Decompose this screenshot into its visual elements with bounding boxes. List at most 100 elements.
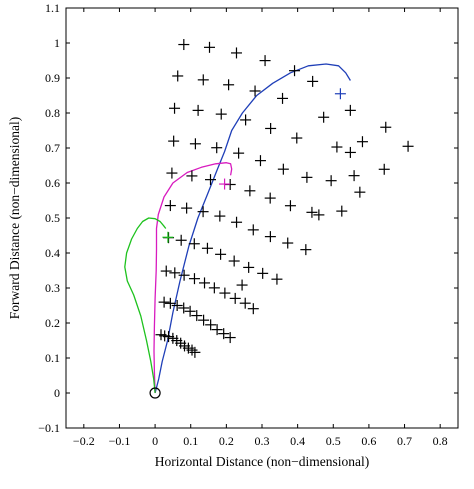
- grid-point: [215, 248, 227, 260]
- grid-point: [223, 79, 235, 91]
- grid-point: [291, 132, 303, 144]
- target-grid: [155, 39, 414, 358]
- grid-point: [233, 147, 245, 159]
- grid-point: [313, 209, 325, 221]
- grid-point: [289, 65, 301, 77]
- grid-point: [214, 210, 226, 222]
- grid-point: [264, 231, 276, 243]
- grid-point: [402, 140, 414, 152]
- x-tick-label: 0.4: [290, 434, 305, 448]
- x-tick-label: 0.1: [183, 434, 198, 448]
- grid-point: [168, 135, 180, 147]
- grid-point: [166, 167, 178, 179]
- trajectory-line: [153, 162, 233, 394]
- grid-point: [239, 297, 251, 309]
- grid-point: [229, 292, 241, 304]
- grid-point: [181, 202, 193, 214]
- grid-point: [178, 39, 190, 51]
- grid-point: [318, 111, 330, 123]
- grid-point: [188, 273, 200, 285]
- grid-point: [184, 305, 196, 317]
- x-tick-label: 0.3: [255, 434, 270, 448]
- grid-point: [236, 279, 248, 291]
- trajectories: [124, 63, 351, 394]
- grid-point: [300, 244, 312, 256]
- grid-point: [197, 74, 209, 86]
- grid-point: [243, 261, 255, 273]
- grid-point: [265, 122, 277, 134]
- grid-point: [257, 267, 269, 279]
- grid-point: [204, 41, 216, 53]
- grid-point: [224, 332, 236, 344]
- grid-point: [348, 170, 360, 182]
- grid-point: [336, 205, 348, 217]
- grid-point: [211, 324, 223, 336]
- grid-point: [163, 331, 175, 343]
- grid-point: [189, 346, 201, 358]
- grid-point: [344, 146, 356, 158]
- y-tick-label: 0.6: [45, 176, 60, 190]
- x-tick-label: 0.2: [219, 434, 234, 448]
- grid-point: [344, 104, 356, 116]
- grid-point: [199, 277, 211, 289]
- grid-point: [247, 303, 259, 315]
- axis-ticks: [66, 7, 458, 429]
- y-tick-labels: −0.1 0 0.1 0.2 0.3 0.4 0.5 0.6 0.7 0.8 0.9 1 1.1: [38, 1, 60, 435]
- grid-point: [282, 237, 294, 249]
- grid-point: [178, 302, 190, 314]
- grid-point: [325, 175, 337, 187]
- grid-point: [277, 163, 289, 175]
- y-tick-label: 0.5: [45, 211, 60, 225]
- grid-point: [158, 296, 170, 308]
- y-tick-label: 0: [54, 386, 60, 400]
- grid-point: [175, 234, 187, 246]
- grid-point: [284, 200, 296, 212]
- x-axis-label: Horizontal Distance (non−dimensional): [155, 454, 370, 469]
- grid-point: [230, 47, 242, 59]
- grid-point: [169, 102, 181, 114]
- grid-point: [169, 267, 181, 279]
- x-tick-label: −0.2: [73, 434, 95, 448]
- grid-point: [331, 141, 343, 153]
- y-tick-label: 0.7: [45, 141, 60, 155]
- x-tick-label: 0.7: [397, 434, 412, 448]
- grid-point: [215, 108, 227, 120]
- grid-point: [205, 319, 217, 331]
- x-tick-label: 0: [152, 434, 158, 448]
- grid-point: [244, 185, 256, 197]
- highlighted-targets: [162, 88, 346, 243]
- grid-point: [254, 155, 266, 167]
- grid-point: [186, 344, 198, 356]
- y-tick-label: 0.9: [45, 71, 60, 85]
- x-tick-label: 0.8: [433, 434, 448, 448]
- grid-point: [211, 142, 223, 154]
- grid-point: [228, 255, 240, 267]
- y-tick-label: 0.8: [45, 106, 60, 120]
- grid-point: [172, 70, 184, 82]
- y-tick-label: 0.2: [45, 316, 60, 330]
- grid-point: [277, 92, 289, 104]
- grid-point: [186, 170, 198, 182]
- grid-point: [178, 269, 190, 281]
- target-point: [334, 88, 346, 100]
- grid-point: [231, 216, 243, 228]
- plot-frame: [65, 7, 459, 429]
- y-tick-label: 1.1: [45, 1, 60, 15]
- grid-point: [264, 192, 276, 204]
- target-point: [219, 178, 231, 190]
- grid-point: [218, 328, 230, 340]
- grid-point: [192, 104, 204, 116]
- grid-point: [160, 265, 172, 277]
- grid-point: [205, 174, 217, 186]
- grid-point: [171, 300, 183, 311]
- grid-point: [380, 121, 392, 133]
- grid-point: [356, 136, 368, 148]
- target-point: [162, 231, 174, 243]
- grid-point: [197, 206, 209, 218]
- grid-point: [271, 273, 283, 285]
- y-tick-label: 0.1: [45, 351, 60, 365]
- grid-point: [378, 163, 390, 175]
- grid-point: [191, 310, 203, 322]
- origin-marker: [149, 387, 161, 399]
- grid-point: [201, 242, 213, 254]
